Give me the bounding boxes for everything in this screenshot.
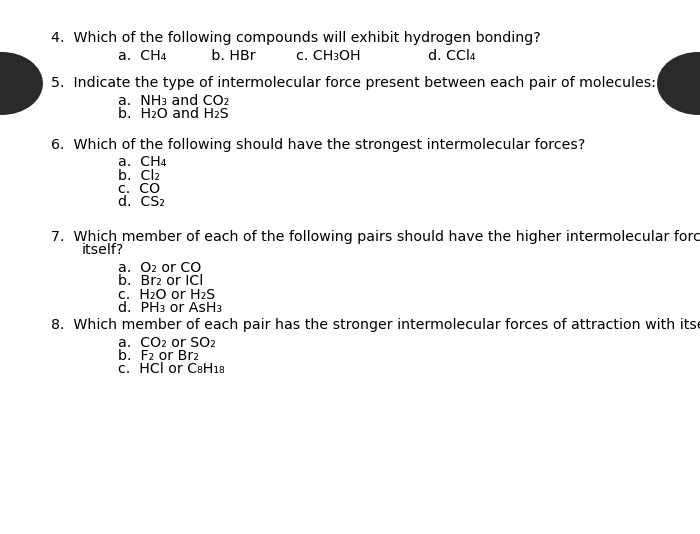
Text: d.  PH₃ or AsH₃: d. PH₃ or AsH₃ xyxy=(118,301,223,315)
Text: a.  NH₃ and CO₂: a. NH₃ and CO₂ xyxy=(118,94,230,108)
Text: 5.  Indicate the type of intermolecular force present between each pair of molec: 5. Indicate the type of intermolecular f… xyxy=(51,76,656,90)
Text: a.  CO₂ or SO₂: a. CO₂ or SO₂ xyxy=(118,336,216,350)
Text: 6.  Which of the following should have the strongest intermolecular forces?: 6. Which of the following should have th… xyxy=(51,138,585,152)
Text: b.  F₂ or Br₂: b. F₂ or Br₂ xyxy=(118,349,199,363)
Text: a.  O₂ or CO: a. O₂ or CO xyxy=(118,261,202,275)
Text: c.  CO: c. CO xyxy=(118,182,160,196)
Text: c.  H₂O or H₂S: c. H₂O or H₂S xyxy=(118,287,216,302)
Text: 4.  Which of the following compounds will exhibit hydrogen bonding?: 4. Which of the following compounds will… xyxy=(51,31,540,45)
Text: b.  H₂O and H₂S: b. H₂O and H₂S xyxy=(118,107,229,121)
Text: a.  CH₄          b. HBr         c. CH₃OH               d. CCl₄: a. CH₄ b. HBr c. CH₃OH d. CCl₄ xyxy=(118,49,476,63)
Circle shape xyxy=(658,53,700,114)
Text: itself?: itself? xyxy=(81,244,124,257)
Text: b.  Br₂ or ICl: b. Br₂ or ICl xyxy=(118,274,204,288)
Circle shape xyxy=(0,53,42,114)
Text: a.  CH₄: a. CH₄ xyxy=(118,155,167,169)
Text: d.  CS₂: d. CS₂ xyxy=(118,195,165,209)
Text: 8.  Which member of each pair has the stronger intermolecular forces of attracti: 8. Which member of each pair has the str… xyxy=(51,318,700,332)
Text: b.  Cl₂: b. Cl₂ xyxy=(118,169,160,183)
Text: 7.  Which member of each of the following pairs should have the higher intermole: 7. Which member of each of the following… xyxy=(51,230,700,244)
Text: c.  HCl or C₈H₁₈: c. HCl or C₈H₁₈ xyxy=(118,363,225,376)
